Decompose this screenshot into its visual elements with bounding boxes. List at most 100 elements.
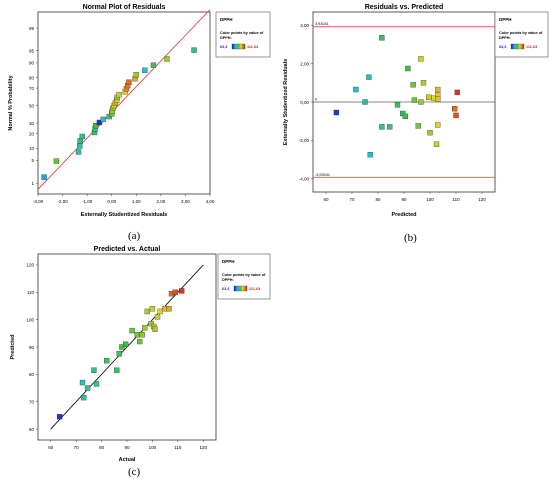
c-legend-colorbar xyxy=(233,285,248,292)
b-point xyxy=(415,123,421,129)
a-x-tick-label: 4,00 xyxy=(206,199,215,204)
a-y-tick-label: 5 xyxy=(31,158,34,163)
panel-b: Residuals vs. Predicted -4,00 -2,00 0,00 2,0… xyxy=(275,0,550,240)
c-point xyxy=(172,289,178,295)
c-x-tick-label: 60 xyxy=(48,445,54,450)
b-x-tick-label: 90 xyxy=(401,197,407,202)
b-point xyxy=(418,56,424,62)
b-y-tick-label: 0,00 xyxy=(300,100,309,105)
c-point xyxy=(152,326,158,332)
b-legend-line1: Color points by value of xyxy=(499,31,543,35)
c-point xyxy=(166,306,172,312)
c-y-tick-label: 90 xyxy=(29,345,35,350)
b-point xyxy=(362,99,368,105)
c-point xyxy=(104,358,110,364)
b-point xyxy=(402,113,408,120)
a-y-tick-label: 90 xyxy=(29,61,35,66)
c-x-tick-label: 110 xyxy=(174,445,182,450)
b-y-tick-label: 4,00 xyxy=(300,23,309,28)
a-point xyxy=(191,47,197,53)
a-point xyxy=(164,56,170,62)
b-legend-min: 63,3 xyxy=(499,45,506,49)
c-chart-title: Predicted vs. Actual xyxy=(94,246,161,253)
a-x-axis-label: Externally Studentized Residuals xyxy=(81,212,168,218)
b-y-tick-label: -4,00 xyxy=(299,176,310,181)
a-x-tick-label: 1,00 xyxy=(132,199,141,204)
chart-predicted-vs-actual: Predicted vs. Actual 60 70 80 90 100 110 120 60 7… xyxy=(10,246,271,463)
a-y-tick-label: 99 xyxy=(29,26,35,31)
a-point xyxy=(100,116,106,123)
a-point xyxy=(142,67,148,73)
a-legend-max: 111,63 xyxy=(247,45,258,49)
a-point xyxy=(93,122,99,129)
c-point xyxy=(137,338,143,345)
a-x-tick-label: -3,00 xyxy=(33,199,44,204)
b-legend-max: 111,63 xyxy=(526,45,537,49)
a-point xyxy=(150,62,157,68)
b-chart-title: Residuals vs. Predicted xyxy=(365,4,444,11)
caption-c: (c) xyxy=(128,466,141,478)
b-legend-line2: DPPH: xyxy=(499,36,511,40)
a-legend-colorbar xyxy=(231,43,246,50)
a-y-tick-label: 50 xyxy=(29,103,35,108)
a-point xyxy=(79,133,85,140)
b-point xyxy=(366,74,372,80)
c-point xyxy=(149,306,156,312)
a-y-axis-label: Normal % Probability xyxy=(8,74,14,130)
c-point xyxy=(81,394,87,401)
a-point xyxy=(75,149,82,155)
caption-b: (b) xyxy=(404,232,417,244)
b-x-tick-label: 80 xyxy=(375,197,381,202)
chart-normal-plot: Normal Plot of Residuals 1 5 10 20 30 50 70 80 90… xyxy=(8,4,271,218)
c-point xyxy=(119,344,125,350)
a-reference-line xyxy=(37,9,211,190)
caption-a: (a) xyxy=(128,230,141,242)
b-x-tick-label: 70 xyxy=(349,197,355,202)
a-y-tick-label: 95 xyxy=(29,49,35,54)
c-y-tick-label: 110 xyxy=(27,290,35,295)
b-point xyxy=(410,82,416,88)
b-zero-label: 0 xyxy=(315,98,317,102)
b-point xyxy=(435,122,441,128)
b-point xyxy=(333,109,340,116)
a-legend-min: 63,3 xyxy=(220,45,227,49)
b-point xyxy=(427,129,433,136)
a-y-tick-label: 10 xyxy=(29,146,35,151)
c-legend-max: 111,63 xyxy=(249,287,260,291)
b-point xyxy=(435,96,441,102)
b-point xyxy=(453,112,459,119)
c-point xyxy=(114,367,120,373)
chart-residuals-vs-predicted: Residuals vs. Predicted -4,00 -2,00 0,00 2,0… xyxy=(283,4,549,218)
c-legend-line1: Color points by value of xyxy=(222,273,266,277)
a-legend-name: DPPH xyxy=(220,17,233,22)
b-y-axis-label: Externally Studentized Residuals xyxy=(283,59,289,146)
c-point xyxy=(144,308,150,315)
a-chart-title: Normal Plot of Residuals xyxy=(83,4,166,11)
a-y-tick-label: 30 xyxy=(29,121,35,126)
b-point xyxy=(452,106,458,112)
c-legend-line2: DPPH: xyxy=(222,278,234,282)
c-y-tick-label: 70 xyxy=(29,400,35,405)
b-point xyxy=(454,89,460,96)
c-y-tick-label: 80 xyxy=(29,372,35,377)
c-y-tick-label: 120 xyxy=(26,263,34,268)
c-point xyxy=(91,367,97,373)
c-x-tick-label: 80 xyxy=(99,445,105,450)
a-point xyxy=(77,143,83,149)
a-y-tick-label: 80 xyxy=(29,75,35,80)
c-point xyxy=(84,385,91,391)
c-point xyxy=(154,314,161,320)
a-point xyxy=(96,119,103,126)
c-y-axis-label: Predicted xyxy=(10,334,16,359)
b-point xyxy=(411,97,418,103)
a-y-tick-label: 70 xyxy=(29,86,35,91)
c-y-tick-label: 100 xyxy=(26,317,34,322)
a-point xyxy=(133,72,139,78)
c-point xyxy=(142,325,148,331)
a-point xyxy=(126,79,132,85)
a-x-tick-label: 2,00 xyxy=(156,199,165,204)
c-point xyxy=(56,414,63,420)
b-x-tick-label: 110 xyxy=(452,197,460,202)
c-point xyxy=(134,332,140,338)
b-x-axis-label: Predicted xyxy=(391,212,416,218)
